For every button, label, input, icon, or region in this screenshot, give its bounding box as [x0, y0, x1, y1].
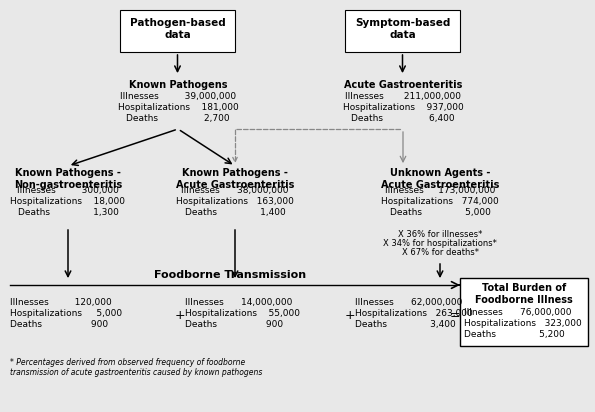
Text: Illnesses      62,000,000: Illnesses 62,000,000	[355, 298, 462, 307]
Text: Pathogen-based
data: Pathogen-based data	[130, 18, 226, 40]
Text: Symptom-based
data: Symptom-based data	[355, 18, 450, 40]
Text: Hospitalizations     5,000: Hospitalizations 5,000	[10, 309, 122, 318]
Text: * Percentages derived from observed frequency of foodborne
transmission of acute: * Percentages derived from observed freq…	[10, 358, 262, 377]
Text: Illnesses      14,000,000: Illnesses 14,000,000	[185, 298, 292, 307]
Text: Hospitalizations    937,000: Hospitalizations 937,000	[343, 103, 464, 112]
Text: Deaths                 900: Deaths 900	[185, 320, 283, 329]
Text: Total Burden of
Foodborne Illness: Total Burden of Foodborne Illness	[475, 283, 573, 304]
Text: Deaths               1,300: Deaths 1,300	[18, 208, 118, 217]
Text: X 36% for illnesses*: X 36% for illnesses*	[398, 230, 482, 239]
Text: Illnesses       211,000,000: Illnesses 211,000,000	[345, 92, 461, 101]
Text: Known Pathogens -
Non-gastroenteritis: Known Pathogens - Non-gastroenteritis	[14, 168, 122, 190]
Text: Deaths               1,400: Deaths 1,400	[184, 208, 286, 217]
Text: Deaths                 900: Deaths 900	[10, 320, 108, 329]
Text: Illnesses         120,000: Illnesses 120,000	[10, 298, 112, 307]
Text: Deaths                2,700: Deaths 2,700	[126, 114, 230, 123]
Text: Acute Gastroenteritis: Acute Gastroenteritis	[344, 80, 462, 90]
Text: X 34% for hospitalizations*: X 34% for hospitalizations*	[383, 239, 497, 248]
Text: +: +	[345, 309, 355, 322]
Text: X 67% for deaths*: X 67% for deaths*	[402, 248, 478, 257]
Text: Illnesses     173,000,000: Illnesses 173,000,000	[385, 186, 495, 195]
FancyBboxPatch shape	[460, 278, 588, 346]
Text: Foodborne Transmission: Foodborne Transmission	[154, 270, 306, 280]
Text: Hospitalizations   774,000: Hospitalizations 774,000	[381, 197, 499, 206]
Text: Hospitalizations    18,000: Hospitalizations 18,000	[11, 197, 126, 206]
Text: Deaths               5,200: Deaths 5,200	[464, 330, 565, 339]
Text: Hospitalizations   323,000: Hospitalizations 323,000	[464, 319, 582, 328]
Text: Hospitalizations    55,000: Hospitalizations 55,000	[185, 309, 300, 318]
Text: Hospitalizations   163,000: Hospitalizations 163,000	[176, 197, 294, 206]
FancyBboxPatch shape	[345, 10, 460, 52]
Text: Illnesses         39,000,000: Illnesses 39,000,000	[120, 92, 236, 101]
Text: Deaths                6,400: Deaths 6,400	[351, 114, 455, 123]
Text: +: +	[175, 309, 185, 322]
Text: Known Pathogens -
Acute Gastroenteritis: Known Pathogens - Acute Gastroenteritis	[176, 168, 294, 190]
Text: Hospitalizations   263,000: Hospitalizations 263,000	[355, 309, 473, 318]
Text: Illnesses         300,000: Illnesses 300,000	[17, 186, 119, 195]
Text: Hospitalizations    181,000: Hospitalizations 181,000	[118, 103, 239, 112]
Text: Deaths               3,400: Deaths 3,400	[355, 320, 456, 329]
FancyBboxPatch shape	[120, 10, 235, 52]
Text: Unknown Agents -
Acute Gastroenteritis: Unknown Agents - Acute Gastroenteritis	[381, 168, 499, 190]
Text: Illnesses      38,000,000: Illnesses 38,000,000	[181, 186, 289, 195]
Text: =: =	[450, 309, 461, 322]
Text: Deaths               5,000: Deaths 5,000	[390, 208, 490, 217]
Text: Illnesses      76,000,000: Illnesses 76,000,000	[464, 308, 572, 317]
Text: Known Pathogens: Known Pathogens	[129, 80, 227, 90]
